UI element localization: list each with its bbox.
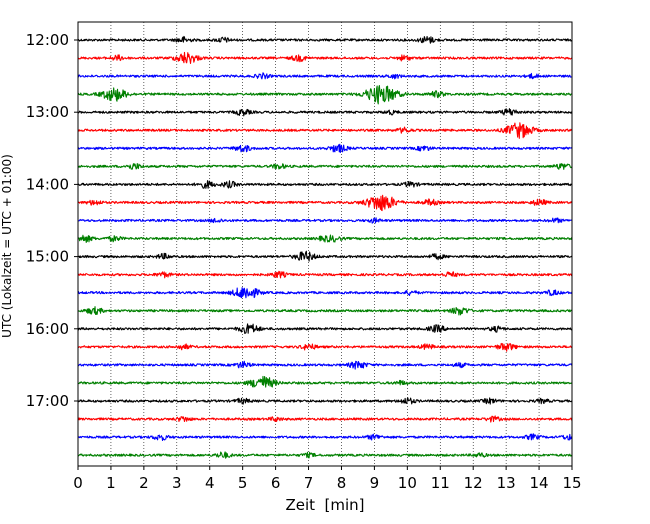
x-tick-label: 15 <box>562 474 581 492</box>
trace-1500 <box>77 250 573 262</box>
trace-layer <box>77 35 573 459</box>
trace-1215 <box>77 51 573 64</box>
trace-1445 <box>77 234 573 244</box>
trace-1715 <box>77 415 573 423</box>
trace-1230 <box>77 72 573 80</box>
trace-1700 <box>77 397 573 405</box>
trace-1200 <box>77 35 573 44</box>
x-tick-label: 12 <box>464 474 483 492</box>
trace-1515 <box>77 270 573 279</box>
trace-1645 <box>77 375 573 388</box>
trace-1430 <box>77 217 573 224</box>
y-axis-label: UTC (Lokalzeit = UTC + 01:00) <box>0 154 14 338</box>
x-axis-ticks: 0 1 2 3 4 5 6 7 8 9 10 11 12 13 14 15 <box>73 466 582 492</box>
x-tick-label: 13 <box>497 474 516 492</box>
x-tick-label: 0 <box>73 474 83 492</box>
x-tick-label: 3 <box>172 474 182 492</box>
x-tick-label: 1 <box>106 474 116 492</box>
x-tick-label: 5 <box>238 474 248 492</box>
trace-1615 <box>77 342 573 352</box>
y-tick-label: 16:00 <box>26 320 69 338</box>
x-tick-label: 8 <box>337 474 347 492</box>
y-tick-label: 17:00 <box>26 392 69 410</box>
y-tick-label: 13:00 <box>26 103 69 121</box>
trace-1530 <box>77 287 573 299</box>
trace-1245 <box>77 85 573 105</box>
y-axis-ticks: 12:00 13:00 14:00 15:00 16:00 17:00 <box>26 31 78 410</box>
trace-1600 <box>77 323 573 335</box>
trace-1415 <box>77 194 573 212</box>
x-tick-label: 9 <box>370 474 380 492</box>
x-tick-label: 4 <box>205 474 215 492</box>
x-tick-label: 6 <box>271 474 281 492</box>
y-tick-label: 15:00 <box>26 248 69 266</box>
trace-1315 <box>77 122 573 139</box>
plot-frame <box>77 21 573 467</box>
trace-1400 <box>77 180 573 189</box>
x-tick-label: 11 <box>431 474 450 492</box>
x-tick-label: 10 <box>398 474 417 492</box>
x-tick-label: 14 <box>530 474 549 492</box>
trace-1345 <box>77 163 573 170</box>
grid-layer <box>110 22 540 466</box>
x-tick-label: 2 <box>139 474 149 492</box>
trace-1730 <box>77 433 573 442</box>
x-axis-label: Zeit [min] <box>285 496 364 514</box>
trace-1545 <box>77 306 573 316</box>
y-tick-label: 14:00 <box>26 175 69 193</box>
trace-1630 <box>77 360 573 370</box>
y-tick-label: 12:00 <box>26 31 69 49</box>
trace-1330 <box>77 143 573 153</box>
trace-1745 <box>77 451 573 459</box>
x-tick-label: 7 <box>304 474 314 492</box>
trace-1300 <box>77 108 573 117</box>
